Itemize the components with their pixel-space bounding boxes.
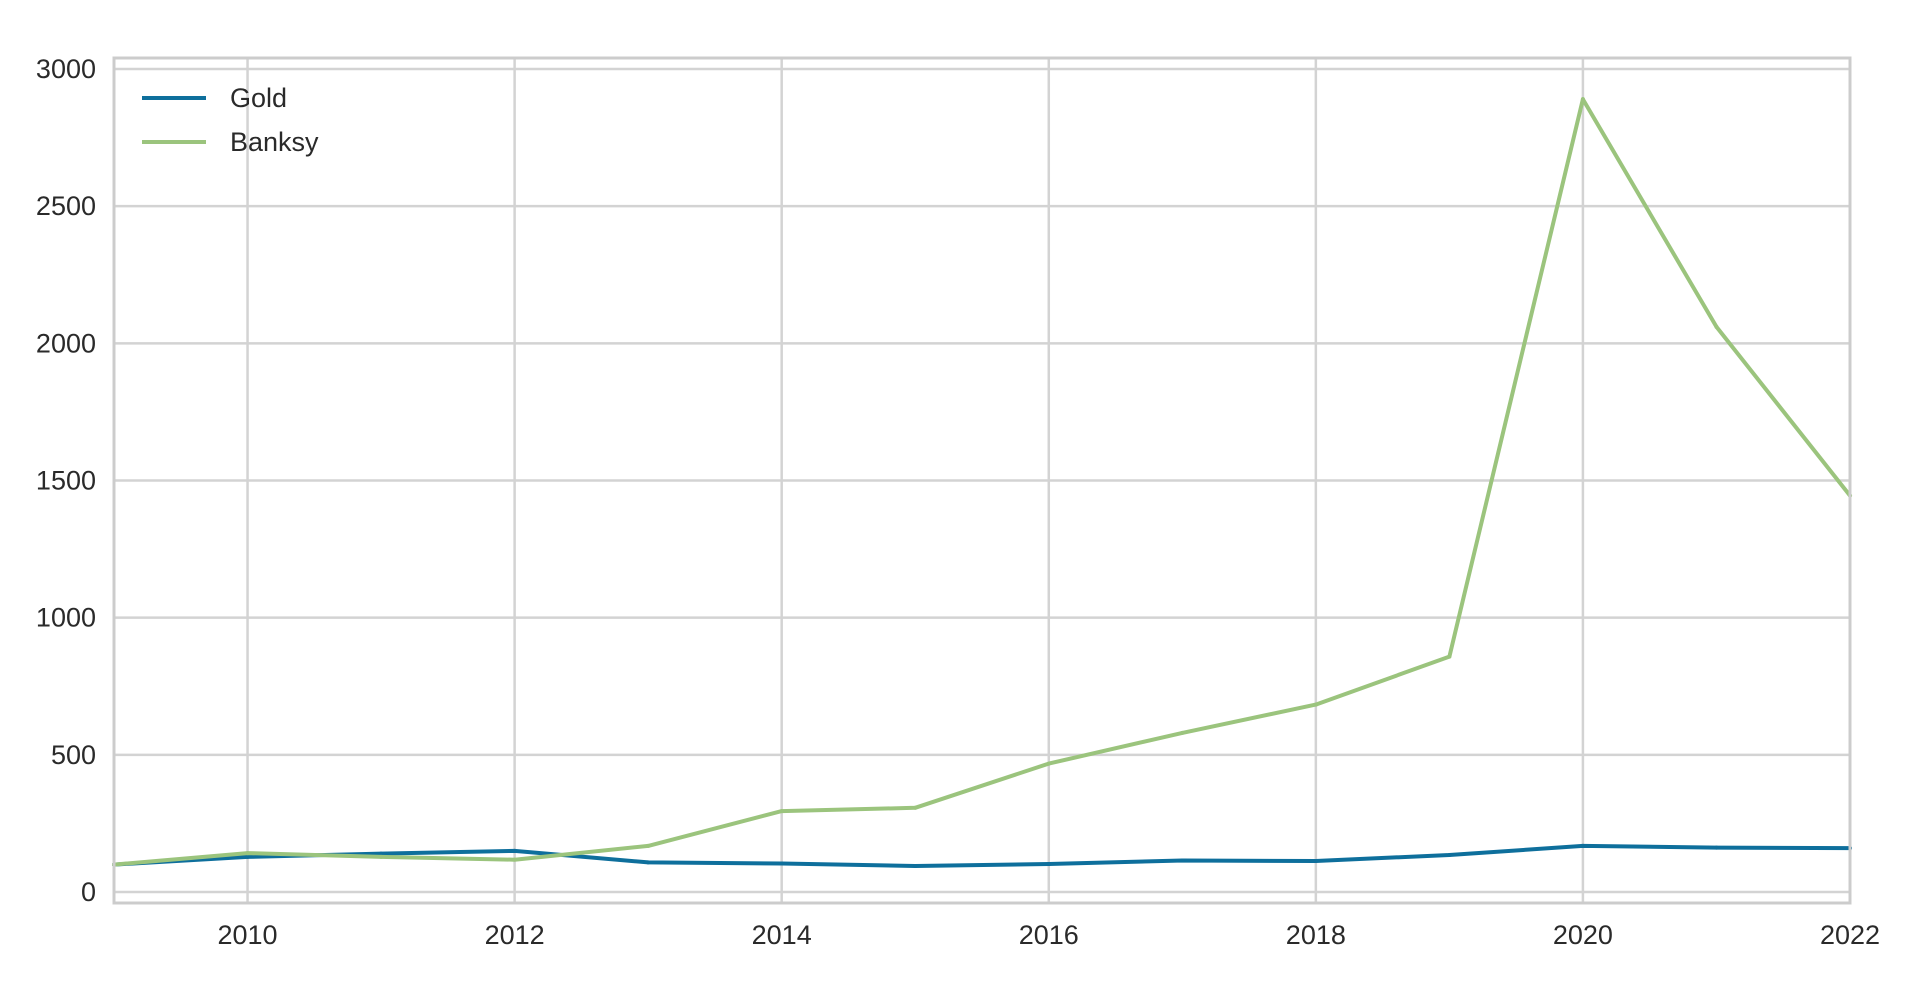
legend: Gold Banksy — [142, 83, 319, 157]
y-tick-label: 500 — [51, 740, 96, 770]
data-point-gold — [913, 863, 918, 868]
series-line-banksy — [112, 97, 1852, 867]
axis-tick-labels: 2010 2012 2014 2016 2018 2020 2022 0 500 1000 1500… — [36, 54, 1880, 950]
legend-label-banksy: Banksy — [230, 127, 319, 157]
data-point-gold — [1714, 845, 1719, 850]
data-point-banksy — [1180, 730, 1185, 735]
data-point-gold — [646, 860, 651, 865]
data-point-gold — [1447, 852, 1452, 857]
data-point-banksy — [1580, 97, 1585, 102]
y-tick-label: 2500 — [36, 191, 96, 221]
data-point-banksy — [1447, 654, 1452, 659]
legend-label-gold: Gold — [230, 83, 287, 113]
x-tick-label: 2012 — [485, 920, 545, 950]
data-point-banksy — [245, 851, 250, 856]
series-layer — [112, 97, 1852, 868]
data-point-banksy — [913, 805, 918, 810]
data-point-gold — [1580, 843, 1585, 848]
x-tick-label: 2010 — [217, 920, 277, 950]
data-point-gold — [379, 851, 384, 856]
y-tick-label: 0 — [81, 877, 96, 907]
data-point-banksy — [779, 809, 784, 814]
x-tick-label: 2016 — [1019, 920, 1079, 950]
data-point-banksy — [379, 854, 384, 859]
data-point-banksy — [1313, 702, 1318, 707]
x-tick-label: 2018 — [1286, 920, 1346, 950]
y-tick-label: 2000 — [36, 328, 96, 358]
x-tick-label: 2014 — [752, 920, 812, 950]
data-point-gold — [245, 854, 250, 859]
data-point-banksy — [1046, 761, 1051, 766]
data-point-banksy — [512, 857, 517, 862]
y-tick-label: 1500 — [36, 466, 96, 496]
y-tick-label: 1000 — [36, 603, 96, 633]
x-tick-label: 2022 — [1820, 920, 1880, 950]
data-point-gold — [1313, 859, 1318, 864]
grid-layer — [114, 58, 1852, 903]
data-point-banksy — [646, 843, 651, 848]
y-tick-label: 3000 — [36, 54, 96, 84]
plot-frame — [112, 56, 1852, 905]
data-point-gold — [512, 848, 517, 853]
series-line-gold — [112, 843, 1852, 868]
data-point-gold — [1046, 862, 1051, 867]
data-point-banksy — [1714, 324, 1719, 329]
data-point-gold — [1180, 858, 1185, 863]
data-point-gold — [779, 861, 784, 866]
x-tick-label: 2020 — [1553, 920, 1613, 950]
